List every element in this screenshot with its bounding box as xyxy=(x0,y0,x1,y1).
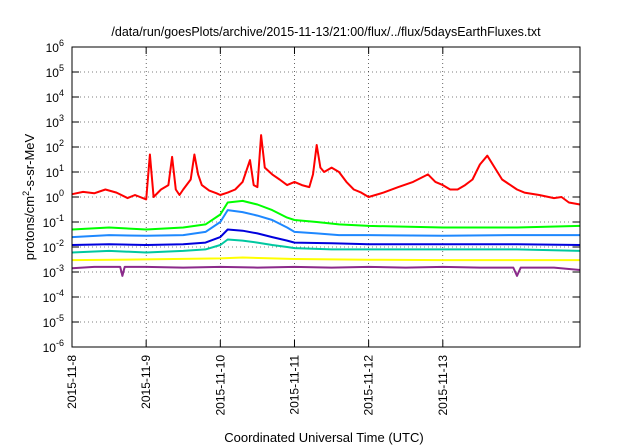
y-tick-label: 10-1 xyxy=(43,213,64,230)
y-tick-label: 101 xyxy=(46,163,64,180)
series-layer xyxy=(71,134,581,277)
x-tick-label: 2015-11-10 xyxy=(213,355,227,416)
y-tick-label: 106 xyxy=(46,38,64,55)
y-tick-label: 100 xyxy=(46,188,64,205)
x-tick-label: 2015-11-12 xyxy=(362,355,376,416)
series-line xyxy=(71,209,580,239)
x-tick-label: 2015-11-11 xyxy=(287,355,301,415)
y-axis-label-base: protons/cm xyxy=(22,196,37,260)
x-tick-label: 2015-11-9 xyxy=(139,355,153,409)
grid xyxy=(72,47,580,347)
x-tick-label: 2015-11-8 xyxy=(65,355,79,409)
chart-title: /data/run/goesPlots/archive/2015-11-13/2… xyxy=(111,25,541,39)
x-axis-label: Coordinated Universal Time (UTC) xyxy=(224,430,423,445)
y-axis-label-sup: 2 xyxy=(21,191,31,196)
y-tick-label: 10-6 xyxy=(43,338,64,355)
y-tick-label: 10-5 xyxy=(43,313,64,330)
y-tick-label: 103 xyxy=(46,113,64,130)
y-tick-label: 10-3 xyxy=(43,263,64,280)
series-line xyxy=(71,238,581,254)
series-line xyxy=(71,228,581,246)
y-axis-ticks: 106 105 104 103 102 101 100 10-1 10-2 10-3 10-4 10-… xyxy=(43,38,580,355)
x-tick-label: 2015-11-13 xyxy=(436,355,450,416)
series-line xyxy=(71,256,580,262)
series-line xyxy=(71,265,581,277)
series-line xyxy=(71,134,581,206)
y-tick-label: 105 xyxy=(46,63,64,80)
y-tick-label: 10-2 xyxy=(43,238,64,255)
y-tick-label: 104 xyxy=(46,88,64,105)
y-tick-label: 10-4 xyxy=(43,288,64,305)
y-axis-label-rest: -s-sr-MeV xyxy=(22,133,37,190)
x-axis-ticks: 2015-11-8 2015-11-9 2015-11-10 2015-11-11 20… xyxy=(65,47,450,416)
y-tick-label: 102 xyxy=(46,138,64,155)
series-line xyxy=(71,199,581,231)
y-axis-label: protons/cm2-s-sr-MeV xyxy=(21,133,37,260)
